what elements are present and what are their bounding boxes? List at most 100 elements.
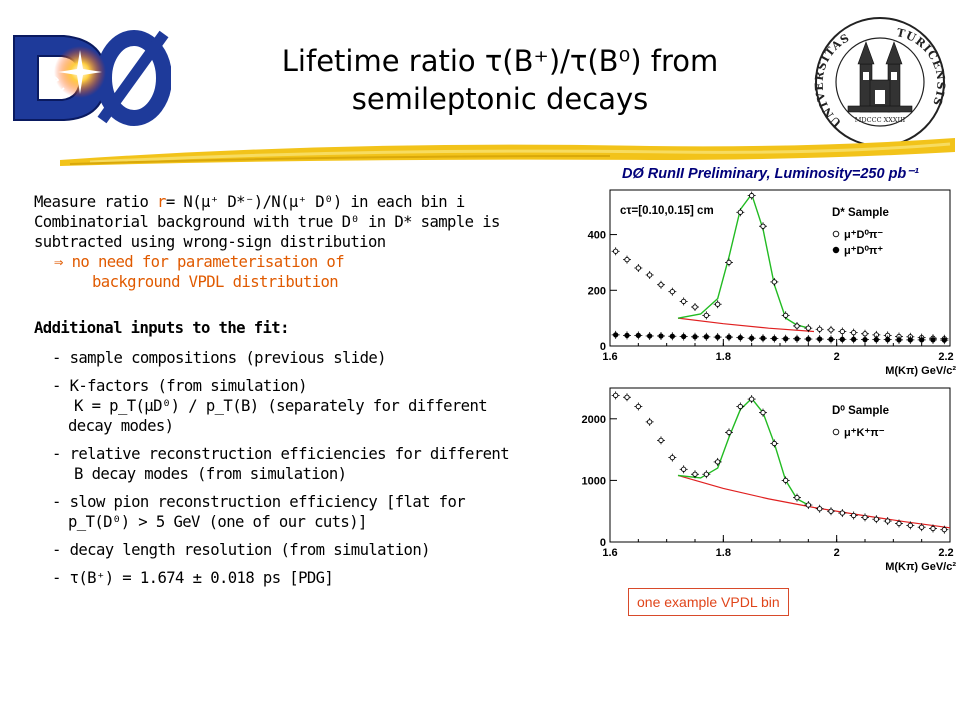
fit-curve (677, 397, 809, 506)
data-point-wrong-sign (817, 336, 823, 342)
data-point (885, 518, 891, 524)
y-tick-label: 2000 (582, 414, 606, 426)
bullet-reco-efficiencies: - relative reconstruction efficiencies f… (52, 445, 510, 463)
data-point-wrong-sign (703, 334, 709, 340)
chart-d0: 1.6 1.8 2 2.2 0 1000 2000 M(Kπ) GeV/c² D⁰ Sample… (572, 384, 960, 582)
data-point-wrong-sign (658, 333, 664, 339)
x-tick-label: 1.6 (602, 547, 617, 559)
data-point (613, 248, 619, 254)
bullet-sample-compositions: - sample compositions (previous slide) (52, 349, 387, 367)
data-point (692, 471, 698, 477)
slide-title: Lifetime ratio τ(B⁺)/τ(B⁰) from semilept… (230, 42, 770, 118)
data-point-wrong-sign (851, 336, 857, 342)
bullet-reco-efficiencies-cont: B decay modes (from simulation) (74, 465, 347, 483)
data-point-wrong-sign (907, 337, 913, 343)
y-tick-label: 200 (588, 285, 606, 297)
data-point-wrong-sign (839, 336, 845, 342)
implication-line-2: background VPDL distribution (92, 273, 339, 291)
data-point-wrong-sign (624, 332, 630, 339)
data-point (794, 494, 800, 501)
y-tick-label: 1000 (582, 475, 606, 487)
data-point (703, 312, 709, 319)
data-point (817, 326, 823, 332)
data-point-wrong-sign (715, 334, 721, 340)
data-point (647, 419, 653, 425)
chart-sample-title: D* Sample (832, 207, 889, 219)
d0-logo-text: DØ (6, 22, 8, 23)
data-point-wrong-sign (760, 335, 766, 341)
data-point (839, 510, 845, 516)
data-point (919, 524, 925, 530)
data-point-wrong-sign (647, 333, 653, 339)
data-point (658, 282, 664, 288)
y-tick-label: 400 (588, 230, 606, 242)
data-point (624, 394, 630, 400)
x-tick-label: 2 (834, 547, 840, 559)
data-point-wrong-sign (919, 337, 925, 343)
data-point-wrong-sign (613, 332, 619, 338)
d0-logo: DØ (6, 22, 171, 126)
data-point (624, 256, 630, 263)
data-point-wrong-sign (771, 335, 777, 342)
data-point (703, 471, 709, 477)
x-tick-label: 2.2 (938, 351, 953, 363)
data-point (692, 304, 698, 310)
data-point (851, 512, 857, 519)
data-point (862, 331, 868, 337)
data-point (760, 409, 766, 416)
data-point (771, 279, 777, 285)
data-point (681, 466, 687, 472)
x-axis-label: M(Kπ) GeV/c² (885, 365, 956, 377)
data-point-wrong-sign (635, 332, 641, 339)
vpdl-bin-note: one example VPDL bin (628, 588, 789, 616)
data-point (726, 429, 732, 436)
university-seal: UNIVERSITAS TURICENSIS MDCCC XXXIII (813, 17, 946, 147)
data-point (817, 506, 823, 512)
implication-line-1: ⇒ no need for parameterisation of (54, 253, 345, 271)
data-point (783, 477, 789, 484)
data-point (737, 403, 743, 410)
data-point-wrong-sign (794, 336, 800, 342)
decorative-swoosh (60, 138, 955, 166)
x-axis-label: M(Kπ) GeV/c² (885, 561, 956, 573)
bullet-k-factors-note: decay modes) (68, 417, 174, 435)
data-point-wrong-sign (896, 337, 902, 343)
data-point-wrong-sign (669, 333, 675, 339)
data-point-wrong-sign (737, 334, 743, 341)
data-point (715, 301, 721, 307)
data-point (794, 323, 800, 329)
legend-marker (832, 428, 840, 436)
bullet-decay-length: - decay length resolution (from simulati… (52, 541, 431, 559)
title-line-1: Lifetime ratio τ(B⁺)/τ(B⁰) from (281, 44, 719, 78)
legend-label: μ⁺D⁰π⁺ (844, 245, 883, 257)
data-point-wrong-sign (805, 336, 811, 342)
background-curve (677, 474, 951, 529)
bullet-k-factors: - K-factors (from simulation) (52, 377, 307, 395)
title-line-2: semileptonic decays (351, 82, 649, 116)
data-point (896, 520, 902, 527)
x-tick-label: 1.8 (716, 351, 731, 363)
data-point (669, 454, 675, 461)
x-tick-label: 2 (834, 351, 840, 363)
x-tick-label: 1.6 (602, 351, 617, 363)
legend-marker (832, 230, 840, 238)
data-point-wrong-sign (885, 336, 891, 343)
data-point (647, 272, 653, 278)
background-line-1: Combinatorial background with true D⁰ in… (34, 213, 500, 231)
data-point (749, 396, 755, 402)
measure-line: Measure ratio r= N(μ⁺ D*⁻)/N(μ⁺ D⁰) in e… (34, 192, 579, 212)
data-point (783, 312, 789, 319)
data-point-wrong-sign (726, 334, 732, 340)
data-point (873, 516, 879, 522)
plot-frame (609, 387, 951, 543)
data-point (941, 527, 947, 533)
data-point (907, 522, 913, 529)
data-point (613, 392, 619, 399)
inputs-heading: Additional inputs to the fit: (34, 319, 289, 337)
slide-body: Measure ratio r= N(μ⁺ D*⁻)/N(μ⁺ D⁰) in e… (34, 192, 579, 588)
data-point-wrong-sign (828, 336, 834, 342)
data-point (760, 223, 766, 229)
plot-header: DØ RunII Preliminary, Luminosity=250 pb⁻… (622, 166, 919, 182)
data-point (839, 328, 845, 335)
data-point (862, 514, 868, 521)
